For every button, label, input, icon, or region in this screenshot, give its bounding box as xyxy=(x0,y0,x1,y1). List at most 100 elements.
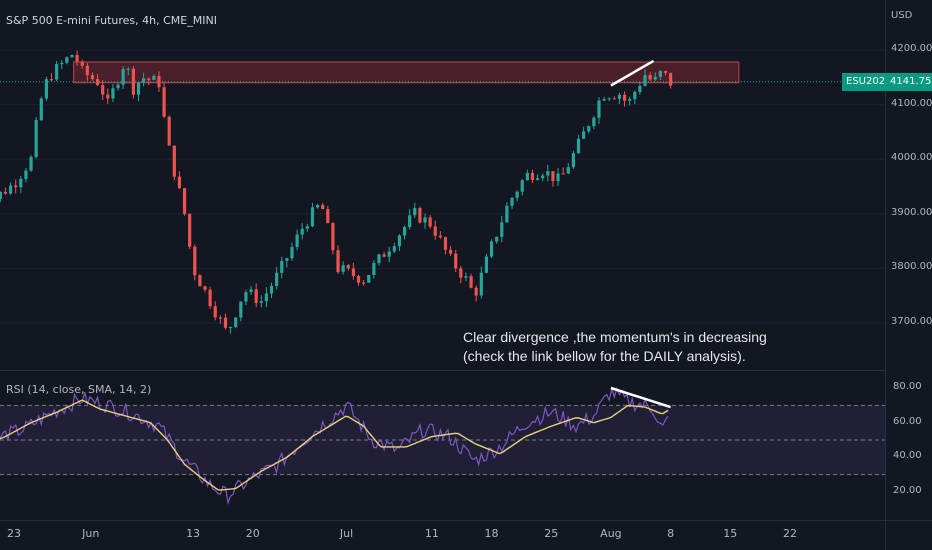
time-axis-tick: 23 xyxy=(7,527,21,540)
candle-body xyxy=(177,176,182,189)
candle-body xyxy=(290,246,294,259)
candle-body xyxy=(418,207,422,223)
candle-body xyxy=(392,246,396,252)
candle-body xyxy=(295,234,299,247)
currency-label: USD xyxy=(891,10,913,21)
candle-body xyxy=(106,94,110,99)
candle-body xyxy=(377,254,381,264)
candle-body xyxy=(535,178,540,180)
candle-body xyxy=(95,79,100,86)
time-axis-tick: 22 xyxy=(783,527,797,540)
price-axis-tick: 4100.00 xyxy=(891,97,932,109)
candle-body xyxy=(622,94,627,101)
candle-body xyxy=(464,276,468,278)
candle-body xyxy=(402,227,407,236)
candle-body xyxy=(24,170,28,179)
candle-body xyxy=(126,68,130,70)
divergence-annotation[interactable]: Clear divergence ,the momentum's in decr… xyxy=(463,328,767,366)
candle-body xyxy=(510,197,514,206)
time-axis-tick: 25 xyxy=(544,527,559,540)
candle-body xyxy=(658,71,662,77)
candle-body xyxy=(362,282,366,284)
candle-body xyxy=(351,268,355,277)
candle-body xyxy=(331,223,335,251)
candle-body xyxy=(413,207,417,216)
time-axis-tick: 20 xyxy=(245,527,260,540)
candle-body xyxy=(142,78,146,83)
candle-body xyxy=(372,263,376,275)
price-axis-tick: 4200.00 xyxy=(891,43,932,54)
candle-body xyxy=(541,175,545,179)
candle-body xyxy=(167,116,171,146)
time-axis-tick: Aug xyxy=(600,527,622,540)
candle-body xyxy=(157,75,161,88)
candle-body xyxy=(469,276,473,288)
candle-body xyxy=(44,79,49,99)
candle-body xyxy=(459,268,463,278)
candle-body xyxy=(356,276,361,283)
candle-body xyxy=(90,75,95,80)
candle-body xyxy=(14,185,18,188)
candle-body xyxy=(8,185,13,194)
candle-body xyxy=(602,99,606,101)
candle-body xyxy=(29,156,33,171)
candle-body xyxy=(669,72,673,86)
candle-body xyxy=(244,292,248,302)
symbol-badge: ESU2022 xyxy=(842,73,896,91)
candle-body xyxy=(321,204,325,210)
candle-body xyxy=(643,75,647,86)
candle-body xyxy=(505,205,509,223)
candle-body xyxy=(39,98,43,121)
candle-body xyxy=(546,171,550,176)
time-axis-tick: 15 xyxy=(723,527,738,540)
candle-body xyxy=(49,79,54,81)
candle-body xyxy=(275,272,279,286)
candle-body xyxy=(70,55,74,58)
rsi-line xyxy=(0,386,669,505)
time-axis-tick: 8 xyxy=(667,527,675,540)
candle-body xyxy=(367,274,371,283)
candle-body xyxy=(587,126,591,132)
candle-body xyxy=(592,117,596,127)
candle-body xyxy=(382,254,386,257)
candle-body xyxy=(147,78,151,80)
candle-body xyxy=(571,153,576,168)
candle-body xyxy=(474,287,478,296)
candle-body xyxy=(121,69,125,85)
candle-body xyxy=(515,191,519,198)
candle-body xyxy=(249,289,253,293)
rsi-indicator-label[interactable]: RSI (14, close, SMA, 14, 2) xyxy=(6,383,152,396)
candle-body xyxy=(234,317,238,328)
candle-body xyxy=(582,131,586,139)
candle-body xyxy=(648,75,652,80)
candle-body xyxy=(111,88,115,99)
chart-title: S&P 500 E-mini Futures, 4h, CME_MINI xyxy=(6,14,217,27)
candle-body xyxy=(397,235,402,247)
candle-body xyxy=(449,249,453,254)
candle-body xyxy=(85,65,89,76)
candle-body xyxy=(315,204,320,208)
pane-divider[interactable] xyxy=(0,370,885,371)
candle-body xyxy=(65,57,69,63)
candle-body xyxy=(428,217,432,227)
candle-body xyxy=(479,272,483,296)
last-price-badge: 4141.75 xyxy=(886,73,932,91)
candle-body xyxy=(239,301,243,318)
candle-body xyxy=(80,61,84,66)
candle-body xyxy=(19,178,23,188)
candle-body xyxy=(566,167,570,174)
candle-body xyxy=(213,306,217,318)
candle-body xyxy=(663,71,668,73)
time-axis-tick: 13 xyxy=(186,527,201,540)
annotation-line-1: Clear divergence ,the momentum's in decr… xyxy=(463,329,767,345)
resistance-zone xyxy=(73,61,740,84)
annotation-line-2: (check the link bellow for the DAILY ana… xyxy=(463,348,746,364)
candle-body xyxy=(116,84,120,89)
rsi-axis-tick: 60.00 xyxy=(893,415,922,427)
price-axis-tick: 4000.00 xyxy=(891,152,932,164)
candle-body xyxy=(576,138,581,154)
candle-body xyxy=(556,173,560,182)
candle-body xyxy=(300,228,304,235)
candle-body xyxy=(433,226,437,236)
